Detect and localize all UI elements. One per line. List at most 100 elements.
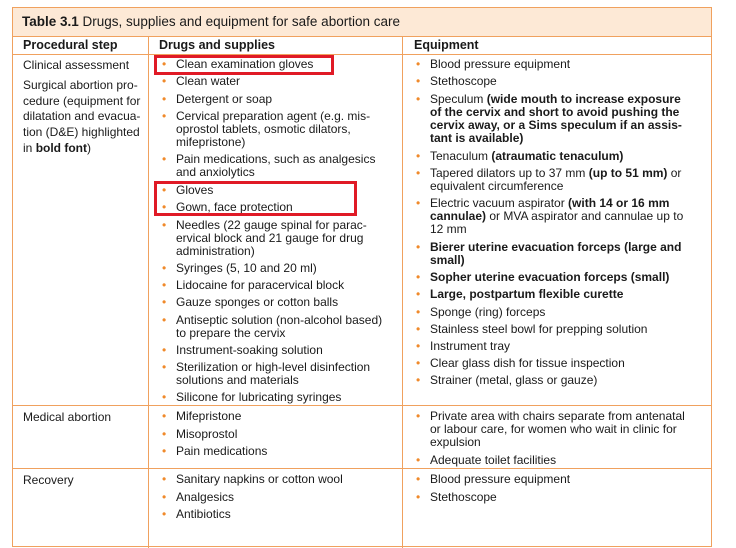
step-clinical-assessment: Clinical assessment <box>23 58 130 72</box>
equipment-text: 12 mm <box>430 222 467 236</box>
equipment-item: Blood pressure equipment <box>430 57 571 71</box>
drug-text: Gloves <box>176 183 214 197</box>
equipment-text: Blood pressure equipment <box>430 472 571 486</box>
drug-text: Gauze sponges or cotton balls <box>176 295 339 309</box>
header-drugs-supplies: Drugs and supplies <box>159 38 275 52</box>
equipment-item: Stainless steel bowl for prepping soluti… <box>430 322 648 336</box>
equipment-item: Speculum (wide mouth to increase exposur… <box>430 93 682 145</box>
drug-item: Gloves <box>176 184 213 197</box>
bullet-icon: • <box>162 218 167 232</box>
bullet-icon: • <box>416 453 421 467</box>
bullet-icon: • <box>416 409 421 423</box>
equipment-item: Tapered dilators up to 37 mm (up to 51 m… <box>430 167 681 193</box>
equipment-text-bold: Bierer uterine evacuation forceps (large… <box>430 240 682 254</box>
step-recovery: Recovery <box>23 473 74 487</box>
bullet-icon: • <box>162 444 167 458</box>
equipment-text-bold: (with 14 or 16 mm <box>568 196 670 210</box>
equipment-text-bold: cannulae) <box>430 209 487 223</box>
drug-text: Misoprostol <box>176 427 238 441</box>
equipment-text: Speculum <box>430 92 487 106</box>
header-procedural-step: Procedural step <box>23 38 118 52</box>
drug-text: Sterilization or high-level disinfection <box>176 360 371 374</box>
equipment-text: Tapered dilators up to 37 mm <box>430 166 589 180</box>
equipment-item: Adequate toilet facilities <box>430 454 556 467</box>
column-divider <box>148 36 149 548</box>
bullet-icon: • <box>416 92 421 106</box>
column-divider <box>402 36 403 548</box>
table-caption: Drugs, supplies and equipment for safe a… <box>82 14 400 29</box>
bullet-icon: • <box>416 356 421 370</box>
bullet-icon: • <box>416 339 421 353</box>
drug-text: solutions and materials <box>176 373 299 387</box>
bullet-icon: • <box>162 74 167 88</box>
bullet-icon: • <box>416 57 421 71</box>
bullet-icon: • <box>416 166 421 180</box>
bullet-icon: • <box>162 57 167 71</box>
bullet-icon: • <box>416 472 421 486</box>
row-divider <box>13 405 711 406</box>
equipment-text: expulsion <box>430 435 481 449</box>
bullet-icon: • <box>162 200 167 214</box>
highlight-box-gloves <box>154 55 334 75</box>
drug-text: mifepristone) <box>176 135 246 149</box>
drug-item: Sterilization or high-level disinfection… <box>176 361 370 387</box>
bullet-icon: • <box>162 152 167 166</box>
highlight-box-gloves-gown <box>154 181 357 216</box>
drug-item: Gauze sponges or cotton balls <box>176 296 338 309</box>
equipment-text-bold: (up to 51 mm) <box>588 166 668 180</box>
drug-text: ervical block and 21 gauge for drug <box>176 231 364 245</box>
bullet-icon: • <box>416 270 421 284</box>
equipment-item: Instrument tray <box>430 339 511 353</box>
bullet-icon: • <box>162 427 167 441</box>
drug-text: oprostol tablets, osmotic dilators, <box>176 122 351 136</box>
step-note-suffix: ) <box>87 140 91 155</box>
equipment-item: Stethoscope <box>430 491 497 504</box>
drug-item: Misoprostol <box>176 428 237 441</box>
drug-text: Sanitary napkins or cotton wool <box>176 472 343 486</box>
bullet-icon: • <box>416 373 421 387</box>
bullet-icon: • <box>162 409 167 423</box>
equipment-text: Tenaculum <box>430 149 492 163</box>
step-note-line: Surgical abortion pro- <box>23 78 138 92</box>
drug-text: administration) <box>176 244 255 258</box>
drug-item: Sanitary napkins or cotton wool <box>176 473 343 486</box>
bullet-icon: • <box>416 240 421 254</box>
drug-text: Clean water <box>176 74 241 88</box>
step-surgical-note: Surgical abortion pro- cedure (equipment… <box>23 78 140 157</box>
drug-item: Detergent or soap <box>176 93 272 106</box>
step-note-line: tion (D&E) highlighted <box>23 125 140 140</box>
equipment-text: Private area with chairs separate from a… <box>430 409 685 423</box>
step-note-line: cedure (equipment for <box>23 93 141 108</box>
bullet-icon: • <box>416 149 421 163</box>
drug-item: Pain medications <box>176 445 267 458</box>
drug-text: Antiseptic solution (non-alcohol based) <box>176 313 383 327</box>
drug-item: Pain medications, such as analgesics and … <box>176 153 375 179</box>
equipment-text: equivalent circumference <box>430 179 564 193</box>
drug-text: Lidocaine for paracervical block <box>176 278 345 292</box>
drug-item: Clean water <box>176 75 240 88</box>
drug-item: Syringes (5, 10 and 20 ml) <box>176 262 317 275</box>
bullet-icon: • <box>162 295 167 309</box>
equipment-item: Bierer uterine evacuation forceps (large… <box>430 241 681 267</box>
drug-item: Needles (22 gauge spinal for parac-ervic… <box>176 219 367 258</box>
equipment-text: Adequate toilet facilities <box>430 453 557 467</box>
drug-item: Gown, face protection <box>176 201 293 214</box>
equipment-text-bold: Large, postpartum flexible curette <box>430 287 624 301</box>
bullet-icon: • <box>416 74 421 88</box>
bullet-icon: • <box>416 196 421 210</box>
equipment-text-bold: Sopher uterine evacuation forceps (small… <box>430 270 670 284</box>
equipment-item: Sponge (ring) forceps <box>430 305 546 319</box>
bullet-icon: • <box>162 472 167 486</box>
drug-item: Antibiotics <box>176 508 231 521</box>
equipment-text: or <box>667 166 682 180</box>
drug-item: Instrument-soaking solution <box>176 344 323 357</box>
drug-item: Silicone for lubricating syringes <box>176 391 341 404</box>
bullet-icon: • <box>162 109 167 123</box>
bullet-icon: • <box>162 313 167 327</box>
equipment-text: or MVA aspirator and cannulae up to <box>486 209 684 223</box>
equipment-text-bold: (atraumatic tenaculum) <box>491 149 624 163</box>
table-number: Table 3.1 <box>22 14 79 29</box>
bullet-icon: • <box>416 490 421 504</box>
drug-text: Pain medications, such as analgesics <box>176 152 376 166</box>
step-note-line: dilatation and evacua- <box>23 109 141 124</box>
